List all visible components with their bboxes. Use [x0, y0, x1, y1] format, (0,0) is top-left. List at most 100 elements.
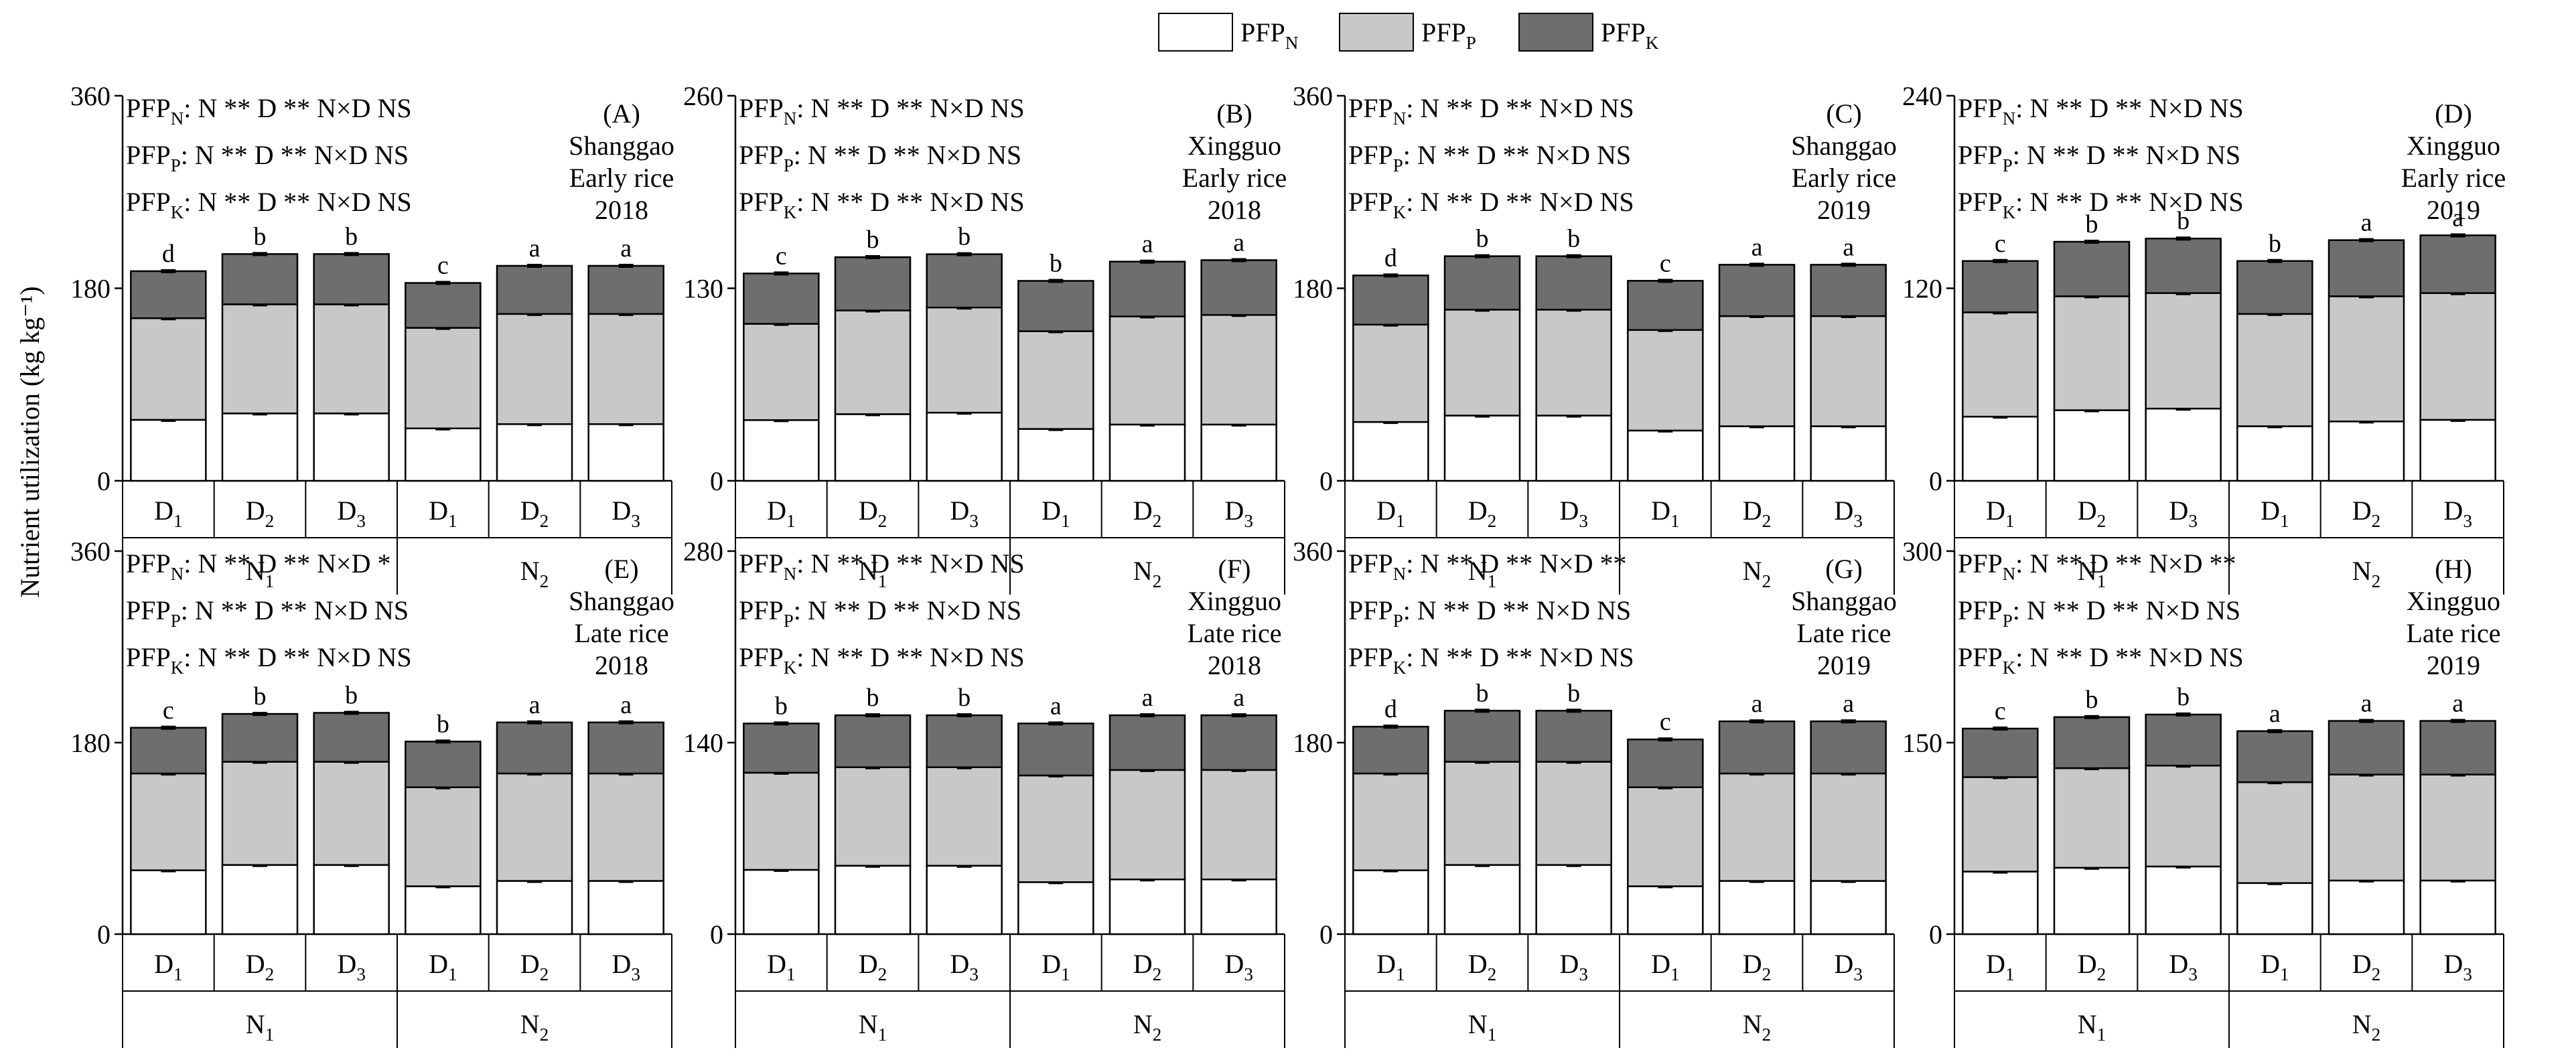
x-tick-label-d-base: D [2169, 949, 2188, 979]
stat-text: : N ** D ** N×D NS [184, 93, 411, 123]
bar-segment-pfp-p [2236, 781, 2313, 884]
x-tick-label-d-sub: 1 [1396, 964, 1405, 984]
x-tick-label-d: D1 [2261, 949, 2289, 984]
x-group-label-n: N2 [1133, 1009, 1161, 1045]
x-group-label-n-sub: 1 [1488, 1025, 1497, 1045]
panel-C: 0180360bddabbabbdcccaacaaPFPN: N ** D **… [1293, 81, 1897, 595]
x-group-label-n: N2 [2352, 556, 2380, 591]
x-group-label-n-base: N [1468, 556, 1488, 586]
x-tick-label-d-sub: 1 [1670, 511, 1680, 531]
stat-line: PFPN: N ** D ** N×D * [126, 548, 390, 584]
stat-base: PFP [1958, 140, 2003, 170]
bar-segment-pfp-k [1627, 738, 1704, 788]
x-tick-label-d: D1 [1651, 496, 1679, 531]
x-group-label-n-base: N [1743, 1009, 1762, 1039]
stat-line: PFPP: N ** D ** N×D NS [739, 140, 1021, 175]
x-tick-label-d: D1 [767, 949, 795, 984]
x-tick-label-d: D2 [1743, 496, 1771, 531]
x-tick-label-d-base: D [1133, 949, 1153, 979]
legend-swatch [1518, 13, 1593, 52]
significance-letter: b [254, 682, 267, 710]
bar-stack: abb [926, 223, 1003, 482]
x-group-label-n-base: N [1468, 1009, 1488, 1039]
x-tick-label-d-sub: 1 [448, 964, 457, 984]
panel-title-line: Early rice [2401, 163, 2506, 193]
x-tick-label-d: D3 [337, 496, 365, 531]
x-tick-label-d-sub: 1 [173, 511, 183, 531]
stat-sub: N [1393, 108, 1407, 129]
x-tick-label-d-sub: 2 [2097, 511, 2106, 531]
significance-letter: b [1567, 225, 1580, 253]
stat-base: PFP [126, 140, 171, 170]
bar-stack: abb [2145, 207, 2222, 482]
panel-title-line: (F) [1218, 554, 1251, 584]
panel-title-line: 2019 [1817, 195, 1871, 225]
x-tick-label-d-sub: 2 [2372, 964, 2381, 984]
panel-title-line: (E) [604, 554, 638, 584]
bar-stack: abb [1535, 225, 1612, 482]
x-group-label-n-sub: 1 [878, 571, 887, 591]
stat-sub: P [2003, 155, 2013, 175]
bar-stack: bcc [1962, 230, 2039, 482]
bar-stack: abb [221, 222, 299, 482]
x-group-label-n-sub: 1 [1488, 571, 1497, 591]
stat-base: PFP [1348, 595, 1393, 625]
x-tick-label-d: D2 [246, 949, 274, 984]
x-tick-label-d-sub: 2 [265, 964, 275, 984]
x-tick-label-d-base: D [337, 949, 356, 979]
x-group-label-n: N2 [1743, 556, 1771, 591]
panel-title-line: (B) [1216, 98, 1252, 129]
bar-segment-pfp-p [1810, 772, 1887, 882]
bar-segment-pfp-p [1443, 761, 1521, 866]
significance-letter: a [1142, 684, 1153, 712]
bar-segment-pfp-k [587, 721, 664, 775]
bar-segment-pfp-n [1443, 864, 1521, 935]
bar-stack: abb [834, 684, 912, 935]
bar-segment-pfp-k [1352, 275, 1429, 326]
x-tick-label-d-base: D [1651, 496, 1670, 526]
significance-letter: a [529, 234, 541, 262]
bar-stack: abb [2053, 686, 2131, 935]
bar-stack: caa [587, 691, 664, 935]
legend-label-sub: N [1285, 33, 1299, 53]
x-tick-label-d-sub: 1 [1396, 511, 1405, 531]
bar-segment-pfp-p [2328, 773, 2405, 882]
x-tick-label-d-base: D [154, 496, 173, 526]
x-tick-label-d: D1 [1042, 949, 1070, 984]
panel-D: 0120240bccabbabbdbbcaacaaPFPN: N ** D **… [1902, 81, 2506, 595]
stat-sub: P [1393, 155, 1403, 175]
stat-sub: P [171, 155, 181, 175]
x-tick-label-d-sub: 2 [1762, 964, 1772, 984]
bar-segment-pfp-p [1627, 329, 1704, 432]
x-tick-label-d-sub: 1 [2280, 964, 2289, 984]
x-tick-label-d-sub: 3 [2463, 511, 2472, 531]
significance-letter: d [1384, 244, 1397, 272]
bar-stack: abb [834, 226, 912, 482]
stat-text: : N ** D ** N×D NS [1403, 595, 1631, 625]
x-group-label-n-sub: 2 [1762, 571, 1772, 591]
significance-letter: b [958, 223, 971, 251]
bar-segment-pfp-p [1017, 774, 1094, 883]
x-group-label-n-base: N [520, 1009, 540, 1039]
x-tick-label-d-sub: 2 [265, 511, 275, 531]
significance-letter: d [1384, 695, 1397, 723]
x-tick-label-d-sub: 3 [1853, 511, 1863, 531]
stat-line: PFPK: N ** D ** N×D NS [739, 642, 1025, 678]
bar-segment-pfp-k [2328, 239, 2405, 297]
panel-title-line: Xingguo [2407, 131, 2500, 161]
bar-segment-pfp-k [2236, 730, 2313, 783]
bar-segment-pfp-p [1810, 315, 1887, 427]
stat-base: PFP [739, 140, 784, 170]
bar-segment-pfp-n [1443, 414, 1521, 482]
bar-segment-pfp-n [1718, 880, 1796, 935]
x-tick-label-d: D3 [612, 496, 640, 531]
bar-segment-pfp-p [405, 786, 482, 887]
x-tick-label-d-base: D [950, 949, 969, 979]
x-tick-label-d-sub: 1 [1670, 964, 1680, 984]
y-tick-label: 150 [1902, 728, 1942, 758]
x-tick-label-d: D2 [2078, 496, 2106, 531]
bar-stack: abb [313, 682, 390, 935]
bar-segment-pfp-n [1962, 415, 2039, 482]
x-tick-label-d-base: D [859, 949, 878, 979]
